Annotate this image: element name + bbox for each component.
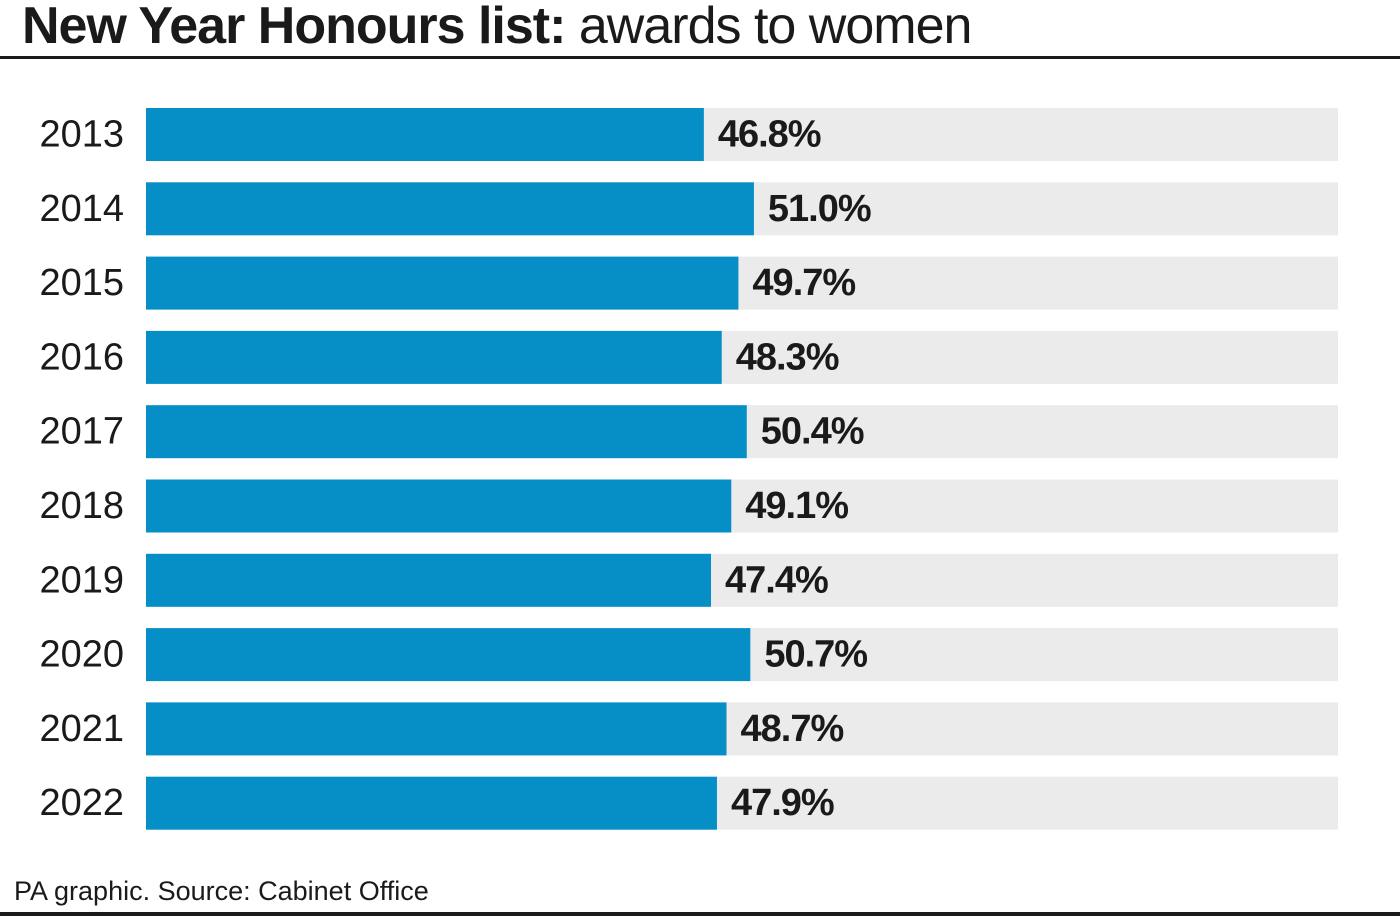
value-label-2016: 48.3% — [736, 336, 839, 378]
title-divider — [0, 56, 1400, 59]
category-label-2016: 2016 — [39, 336, 124, 378]
category-label-2013: 2013 — [39, 114, 124, 156]
value-label-2014: 51.0% — [768, 188, 871, 230]
value-label-2013: 46.8% — [718, 114, 821, 156]
chart-title-light: awards to women — [565, 0, 973, 55]
bar-2016 — [146, 330, 722, 384]
category-label-2017: 2017 — [39, 411, 124, 453]
category-label-2019: 2019 — [39, 559, 124, 601]
bar-2022 — [146, 776, 717, 830]
category-label-2018: 2018 — [39, 485, 124, 527]
bar-2014 — [146, 182, 754, 236]
bar-2017 — [146, 405, 747, 459]
bar-2015 — [146, 256, 739, 310]
value-label-2019: 47.4% — [725, 559, 828, 601]
value-label-2020: 50.7% — [764, 634, 867, 676]
category-label-2020: 2020 — [39, 634, 124, 676]
bar-chart: 2013 46.8% 2014 51.0% 2015 49.7% 2016 48.3% 2017… — [39, 108, 1338, 830]
bar-2013 — [146, 108, 704, 161]
category-label-2014: 2014 — [39, 188, 124, 230]
value-label-2022: 47.9% — [731, 782, 834, 824]
source-note: PA graphic. Source: Cabinet Office — [14, 876, 429, 906]
category-label-2015: 2015 — [39, 262, 124, 304]
value-label-2017: 50.4% — [761, 411, 864, 453]
value-label-2015: 49.7% — [752, 262, 855, 304]
bar-2019 — [146, 553, 712, 607]
bar-2018 — [146, 479, 732, 533]
value-label-2021: 48.7% — [741, 708, 844, 750]
footer-divider — [0, 912, 1400, 916]
chart-title: New Year Honours list: awards to women — [22, 0, 973, 56]
value-label-2018: 49.1% — [745, 485, 848, 527]
category-label-2021: 2021 — [39, 708, 124, 750]
category-label-2022: 2022 — [39, 782, 124, 824]
bar-2020 — [146, 628, 751, 682]
bar-2021 — [146, 702, 727, 756]
chart-title-bold: New Year Honours list: — [22, 0, 566, 55]
